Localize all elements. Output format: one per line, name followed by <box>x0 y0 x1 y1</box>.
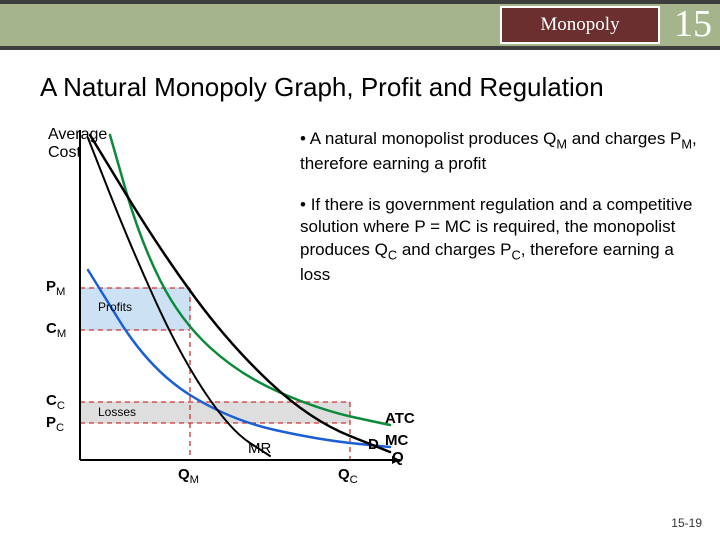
curve-label-mc: MC <box>385 432 408 449</box>
label-qc: QC <box>338 466 358 486</box>
label-pm: PM <box>46 278 65 298</box>
curve-label-atc: ATC <box>385 410 415 427</box>
page-number: 15-19 <box>671 516 702 530</box>
curve-label-mr: MR <box>248 440 271 457</box>
y-axis-title: AverageCost <box>48 126 107 161</box>
label-cc: CC <box>46 392 65 412</box>
chart-svg <box>30 120 410 490</box>
header-bar: Monopoly 15 <box>0 0 720 50</box>
slide-title: A Natural Monopoly Graph, Profit and Reg… <box>40 72 604 103</box>
chapter-title: Monopoly <box>540 14 619 36</box>
region-label-losses: Losses <box>98 405 136 419</box>
label-qm: QM <box>178 466 199 486</box>
chart: AverageCost PM CM CC PC QM QC Q ATC MC D… <box>30 120 410 490</box>
region-label-profits: Profits <box>98 300 132 314</box>
curve-label-d: D <box>368 436 379 453</box>
label-cm: CM <box>46 320 66 340</box>
chapter-title-box: Monopoly <box>500 6 660 44</box>
label-q-axis: Q <box>392 449 404 466</box>
label-pc: PC <box>46 414 64 434</box>
chapter-number: 15 <box>674 2 712 46</box>
